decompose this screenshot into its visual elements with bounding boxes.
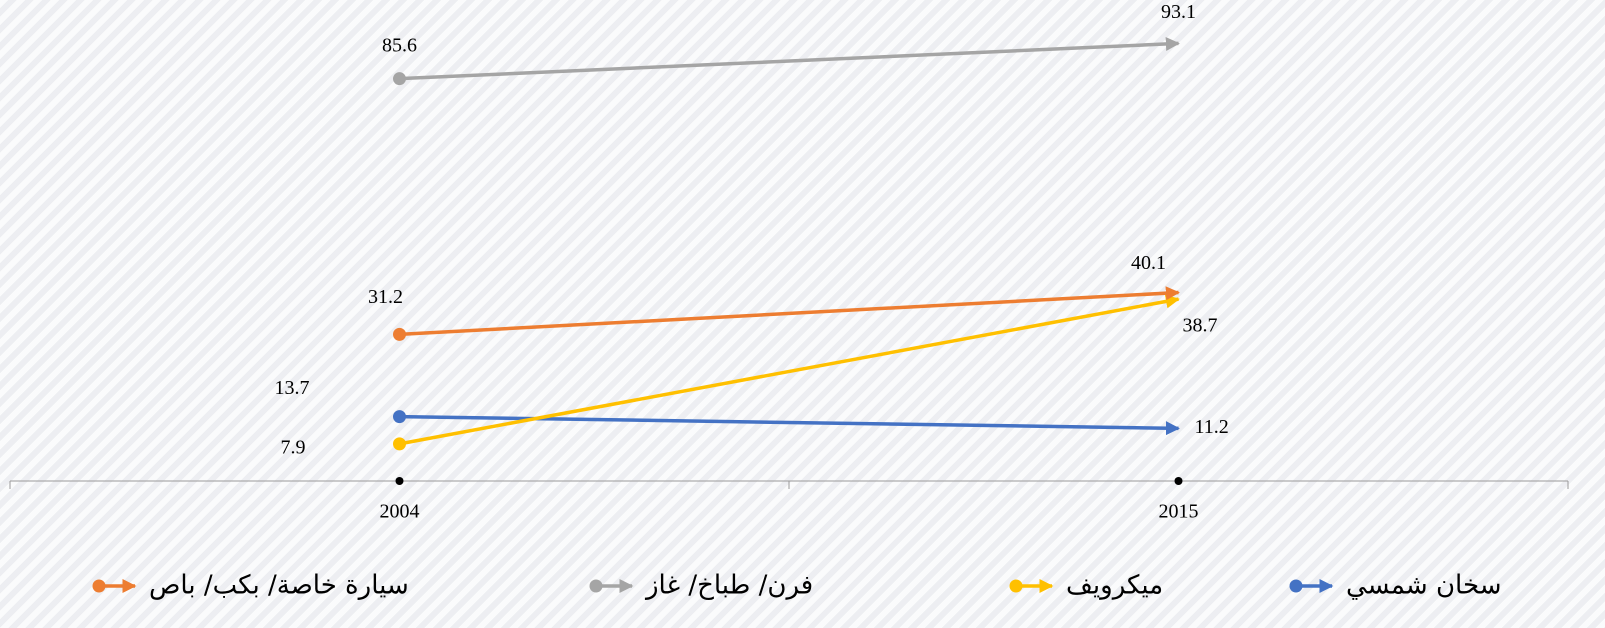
- legend-dot: [93, 580, 106, 593]
- x-tick-label: 2015: [1159, 501, 1199, 523]
- legend-label: سيارة خاصة/ بكب/ باص: [149, 571, 409, 601]
- legend-label: سخان شمسي: [1346, 571, 1502, 601]
- legend-label: فرن/ طباخ/ غاز: [644, 571, 813, 601]
- value-label: 38.7: [1183, 315, 1218, 337]
- series-line: [400, 293, 1179, 335]
- x-tick-label: 2004: [380, 501, 420, 523]
- value-label: 93.1: [1161, 1, 1196, 23]
- start-dot: [393, 328, 406, 341]
- value-label: 40.1: [1131, 252, 1166, 274]
- start-dot: [393, 410, 406, 423]
- value-label: 7.9: [281, 436, 306, 458]
- series-line: [400, 43, 1179, 78]
- page: {"chart_data": {"type": "line", "categor…: [0, 0, 1605, 628]
- category-dot: [396, 477, 404, 485]
- start-dot: [393, 72, 406, 85]
- legend-label: ميكرويف: [1066, 571, 1163, 601]
- legend-dot: [1010, 580, 1023, 593]
- value-label: 13.7: [275, 377, 310, 399]
- value-label: 85.6: [382, 34, 417, 56]
- legend-dot: [590, 580, 603, 593]
- start-dot: [393, 437, 406, 450]
- value-label: 11.2: [1195, 416, 1229, 438]
- chart: 2004 2015 13.7 11.2 7.9 38.7 85.6 93.1 31.2 40.1 س…: [0, 0, 1605, 628]
- value-label: 31.2: [368, 286, 403, 308]
- category-dot: [1175, 477, 1183, 485]
- legend-dot: [1290, 580, 1303, 593]
